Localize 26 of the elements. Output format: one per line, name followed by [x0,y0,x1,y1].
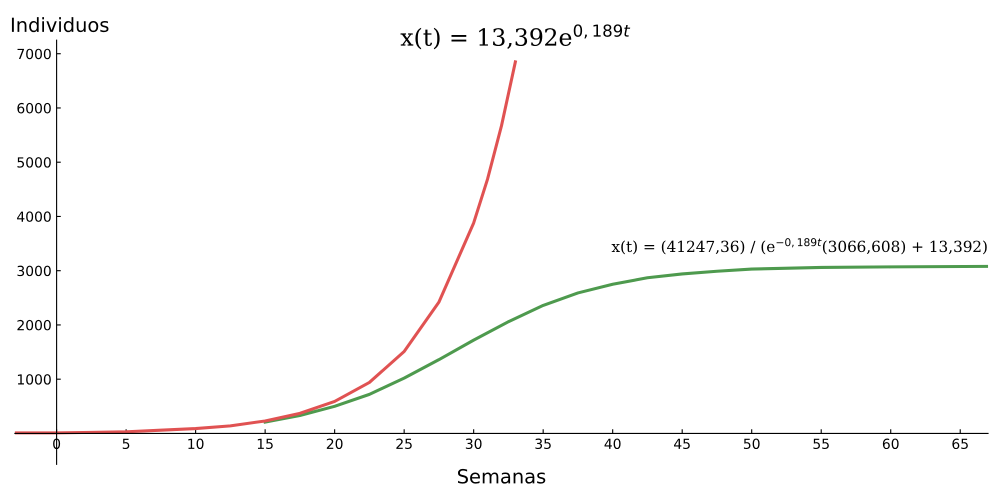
x-tick-label: 20 [326,438,343,450]
x-tick-label: 30 [466,438,482,450]
x-tick-label: 45 [674,438,690,450]
x-tick-label: 25 [396,438,412,450]
line-series [264,264,988,424]
x-tick-label: 10 [188,438,204,450]
annotation: x(t) = 13,392e$^{0,189t}$ [400,24,630,50]
x-tick-label: 55 [813,438,829,450]
x-tick-label: 60 [882,438,899,450]
y-tick-label: 2000 [17,320,51,330]
x-axis-title: Semanas [458,468,546,484]
x-tick-label: 65 [952,438,968,450]
y-tick-label: 6000 [17,102,51,114]
x-tick-label: 50 [744,438,760,450]
line-series [14,60,517,434]
x-tick-label: 40 [604,438,621,450]
y-tick-label: 5000 [17,157,51,168]
annotation: x(t) = (41247,36) / (e$^{−0,189t}$(3066,608) + 13,392) [612,238,987,254]
y-tick-label: 4000 [17,211,51,222]
x-tick-label: 5 [122,438,130,450]
y-axis-title: Individuos [12,17,108,32]
y-tick-label: 7000 [18,48,51,60]
y-tick-label: 3000 [17,266,51,276]
x-tick-label: 15 [258,438,273,450]
y-tick-label: 1000 [18,374,51,385]
x-tick-label: 35 [535,438,551,450]
